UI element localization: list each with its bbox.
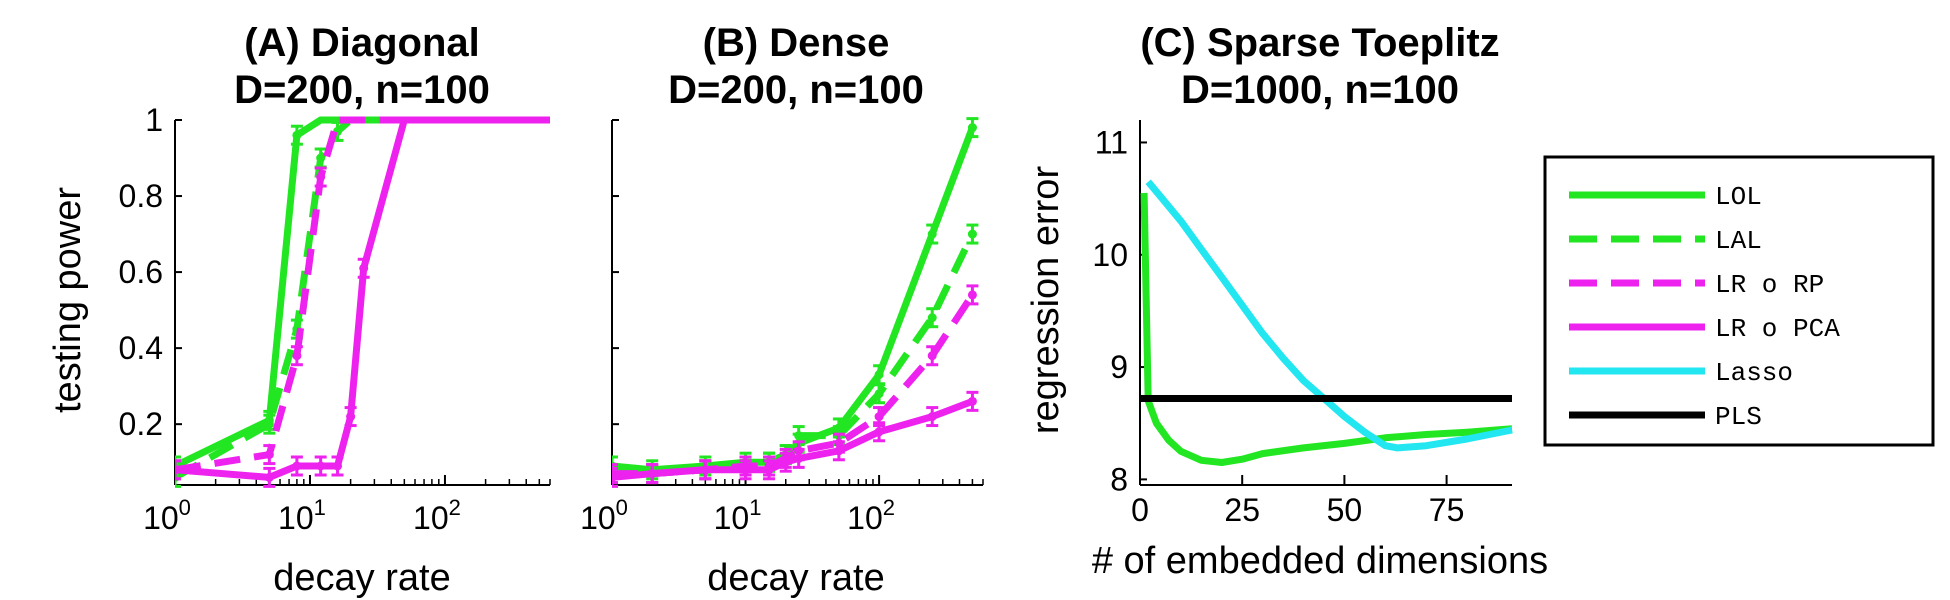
y-tick-label: 0.4 [119, 330, 163, 366]
data-point [292, 130, 302, 140]
x-tick-label: 101 [714, 495, 762, 536]
panel-a-subtitle: D=200, n=100 [234, 68, 490, 112]
panel-b: (B) Dense D=200, n=100 decay rate 100 101… [580, 21, 984, 599]
data-point [874, 427, 884, 437]
data-point [834, 446, 844, 456]
panel-b-xlabel: decay rate [707, 557, 884, 599]
data-point [316, 461, 326, 471]
series-group [175, 116, 550, 488]
data-point [794, 453, 804, 463]
data-point [781, 457, 791, 467]
series-group [612, 117, 979, 488]
data-point [316, 153, 326, 163]
legend: LOL LAL LR o RP LR o PCA Lasso PLS [1543, 155, 1935, 447]
x-tick-label: 0 [1131, 492, 1149, 528]
data-point [346, 412, 356, 422]
data-point [927, 229, 937, 239]
series-line-lr-o-pca [175, 116, 550, 481]
legend-label-lr-o-pca: LR o PCA [1715, 314, 1840, 344]
data-point [359, 263, 369, 273]
data-point [794, 431, 804, 441]
data-point [647, 469, 657, 479]
data-point [316, 172, 326, 182]
data-point [874, 370, 884, 380]
x-tick-label: 25 [1224, 492, 1260, 528]
data-point [264, 419, 274, 429]
panel-c-title: (C) Sparse Toeplitz [1140, 21, 1499, 65]
y-tick-label: 0.8 [119, 178, 163, 214]
y-tick-label: 0.6 [119, 254, 163, 290]
series-line-lol [1140, 192, 1513, 466]
panel-c-subtitle: D=1000, n=100 [1181, 68, 1459, 112]
y-tick-label: 8 [1110, 461, 1128, 497]
legend-label-lr-o-rp: LR o RP [1715, 270, 1824, 300]
panel-b-title: (B) Dense [703, 21, 890, 65]
data-point [967, 290, 977, 300]
y-tick-label: 11 [1095, 124, 1128, 160]
data-point [700, 465, 710, 475]
x-tick-label: 102 [413, 495, 461, 536]
series-line-lasso [1145, 179, 1513, 452]
y-tick-label: 0.2 [119, 406, 163, 442]
data-point [927, 412, 937, 422]
data-point [967, 396, 977, 406]
data-point [292, 351, 302, 361]
legend-label-pls: PLS [1715, 402, 1762, 432]
legend-label-lasso: Lasso [1715, 358, 1793, 388]
legend-box [1543, 155, 1935, 447]
legend-label-lol: LOL [1715, 182, 1762, 212]
series-group [1140, 179, 1513, 466]
data-point [764, 465, 774, 475]
panel-b-plot: 100 101 102 [580, 117, 984, 536]
data-point [333, 461, 343, 471]
panel-a-xlabel: decay rate [273, 557, 450, 599]
x-tick-label: 100 [143, 495, 191, 536]
y-tick-label: 9 [1110, 349, 1128, 385]
x-tick-label: 101 [278, 495, 326, 536]
data-point [264, 472, 274, 482]
data-point [292, 461, 302, 471]
legend-label-lal: LAL [1715, 226, 1762, 256]
panel-a-plot: 0.2 0.4 0.6 0.8 1 100 101 102 [119, 102, 551, 536]
x-tick-label: 100 [580, 495, 628, 536]
panel-a-title: (A) Diagonal [244, 21, 480, 65]
panel-c-plot: 8 9 10 11 0 25 50 75 [1092, 120, 1513, 528]
data-point [967, 123, 977, 133]
x-tick-label: 50 [1327, 492, 1363, 528]
data-point [264, 450, 274, 460]
panel-a: (A) Diagonal D=200, n=100 testing power … [47, 21, 551, 599]
x-tick-label: 102 [847, 495, 895, 536]
data-point [874, 412, 884, 422]
data-point [612, 472, 617, 482]
data-point [927, 351, 937, 361]
panel-c-ylabel: regression error [1025, 166, 1067, 435]
data-point [874, 389, 884, 399]
panel-c-xlabel: # of embedded dimensions [1092, 540, 1548, 582]
panel-b-subtitle: D=200, n=100 [668, 68, 924, 112]
x-tick-label: 75 [1429, 492, 1465, 528]
y-tick-label: 1 [145, 102, 163, 138]
panel-a-ylabel: testing power [47, 187, 89, 413]
data-point [927, 313, 937, 323]
y-tick-label: 10 [1092, 237, 1128, 273]
data-point [175, 465, 180, 475]
data-point [741, 465, 751, 475]
data-point [967, 229, 977, 239]
panel-c: (C) Sparse Toeplitz D=1000, n=100 regres… [1025, 21, 1548, 582]
